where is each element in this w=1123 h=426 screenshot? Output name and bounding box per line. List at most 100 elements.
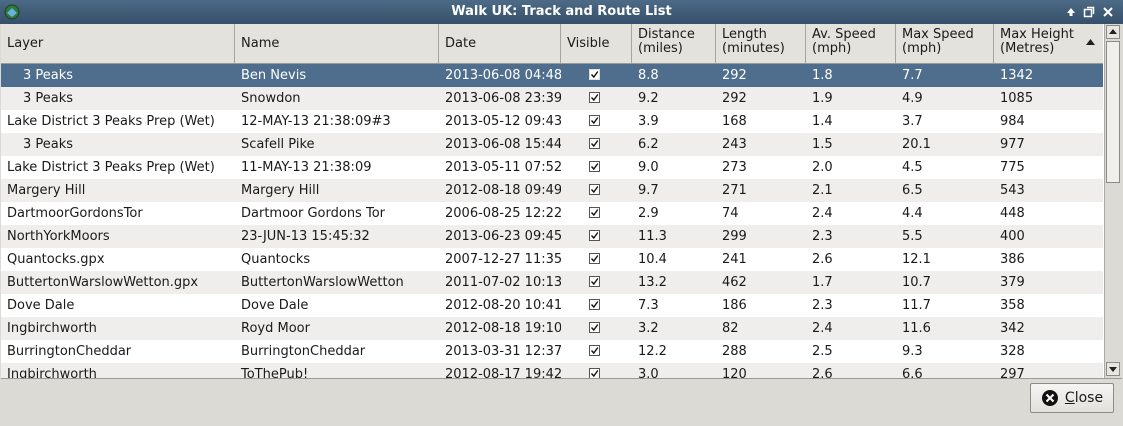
maximize-button[interactable] (1062, 3, 1080, 21)
cell-maxheight: 1085 (1000, 91, 1034, 106)
table-row[interactable]: Lake District 3 Peaks Prep (Wet) 12-MAY-1… (1, 110, 1103, 133)
close-button[interactable]: Close (1030, 383, 1114, 413)
app-icon[interactable] (4, 4, 20, 20)
window-close-button[interactable] (1099, 3, 1117, 21)
vertical-scrollbar[interactable] (1104, 24, 1122, 378)
table-row[interactable]: Ingbirchworth Royd Moor 2012-08-18 19:10 3.… (1, 317, 1103, 340)
cell-date: 2012-08-18 19:10 (445, 321, 561, 336)
cell-visible[interactable] (561, 156, 632, 179)
cell-maxspeed: 7.7 (902, 68, 923, 83)
cell-length: 243 (722, 137, 747, 152)
cell-visible[interactable] (561, 64, 632, 87)
checkmark-icon (590, 370, 599, 378)
visible-checkbox[interactable] (589, 115, 600, 126)
table-row[interactable]: Quantocks.gpx Quantocks 2007-12-27 11:35 10… (1, 248, 1103, 271)
checkmark-icon (590, 209, 599, 217)
table-row[interactable]: 3 Peaks Scafell Pike 2013-06-08 15:44 6.2 24… (1, 133, 1103, 156)
cell-visible[interactable] (561, 271, 632, 294)
cell-visible[interactable] (561, 225, 632, 248)
cell-visible[interactable] (561, 248, 632, 271)
visible-checkbox[interactable] (589, 184, 600, 195)
cell-visible[interactable] (561, 110, 632, 133)
cell-maxheight: 543 (1000, 183, 1025, 198)
title-bar[interactable]: Walk UK: Track and Route List (0, 0, 1123, 24)
table-header: Layer Name Date Visible Distance (miles)… (1, 24, 1103, 64)
column-header-date[interactable]: Date (439, 24, 561, 63)
visible-checkbox[interactable] (589, 368, 600, 378)
sort-ascending-icon (1086, 39, 1095, 45)
visible-checkbox[interactable] (589, 253, 600, 264)
cell-visible[interactable] (561, 87, 632, 110)
cell-maxspeed: 4.5 (902, 160, 923, 175)
cell-visible[interactable] (561, 317, 632, 340)
table-row[interactable]: 3 Peaks Snowdon 2013-06-08 23:39 9.2 292 1.9 4… (1, 87, 1103, 110)
table-row[interactable]: BurringtonCheddar BurringtonCheddar 2013-0… (1, 340, 1103, 363)
scroll-down-button[interactable] (1106, 362, 1120, 376)
visible-checkbox[interactable] (589, 92, 600, 103)
visible-checkbox[interactable] (589, 345, 600, 356)
column-header-layer[interactable]: Layer (1, 24, 235, 63)
visible-checkbox[interactable] (589, 161, 600, 172)
checkmark-icon (590, 94, 599, 102)
close-circle-icon (1041, 390, 1058, 406)
table-row[interactable]: Ingbirchworth ToThePub! 2012-08-17 19:42 3.… (1, 363, 1103, 378)
cell-date: 2012-08-17 19:42 (445, 367, 561, 378)
checkmark-icon (590, 278, 599, 286)
column-header-max-speed[interactable]: Max Speed (mph) (896, 24, 994, 63)
column-header-av-speed[interactable]: Av. Speed (mph) (806, 24, 896, 63)
column-header-max-height[interactable]: Max Height (Metres) (994, 24, 1103, 63)
cell-maxheight: 448 (1000, 206, 1025, 221)
cell-visible[interactable] (561, 363, 632, 378)
scrollbar-thumb[interactable] (1106, 41, 1120, 183)
cell-distance: 12.2 (638, 344, 667, 359)
table-row[interactable]: DartmoorGordonsTor Dartmoor Gordons Tor 20… (1, 202, 1103, 225)
cell-layer: Ingbirchworth (7, 367, 97, 378)
cell-avspeed: 2.6 (812, 367, 833, 378)
cell-layer: BurringtonCheddar (7, 344, 132, 359)
table-row[interactable]: Margery Hill Margery Hill 2012-08-18 09:49… (1, 179, 1103, 202)
table-row[interactable]: ButtertonWarslowWetton.gpx ButtertonWarsl… (1, 271, 1103, 294)
visible-checkbox[interactable] (589, 207, 600, 218)
column-header-visible[interactable]: Visible (561, 24, 632, 63)
cell-maxspeed: 9.3 (902, 344, 923, 359)
column-header-length[interactable]: Length (minutes) (716, 24, 806, 63)
visible-checkbox[interactable] (589, 69, 600, 80)
cell-maxheight: 342 (1000, 321, 1025, 336)
column-header-name[interactable]: Name (235, 24, 439, 63)
cell-name: Snowdon (241, 91, 301, 106)
track-table: Layer Name Date Visible Distance (miles)… (1, 24, 1122, 379)
cell-length: 462 (722, 275, 747, 290)
cell-maxspeed: 6.6 (902, 367, 923, 378)
cell-maxheight: 328 (1000, 344, 1025, 359)
cell-avspeed: 2.6 (812, 252, 833, 267)
cell-name: Quantocks (241, 252, 311, 267)
cell-visible[interactable] (561, 179, 632, 202)
cell-visible[interactable] (561, 294, 632, 317)
cell-date: 2013-06-08 15:44 (445, 137, 561, 152)
cell-layer: Lake District 3 Peaks Prep (Wet) (7, 160, 215, 175)
cell-maxspeed: 12.1 (902, 252, 931, 267)
cell-visible[interactable] (561, 202, 632, 225)
visible-checkbox[interactable] (589, 299, 600, 310)
table-row[interactable]: 3 Peaks Ben Nevis 2013-06-08 04:48 8.8 292 1.… (1, 64, 1103, 87)
restore-icon (1083, 6, 1095, 18)
cell-maxheight: 977 (1000, 137, 1025, 152)
visible-checkbox[interactable] (589, 230, 600, 241)
cell-maxheight: 775 (1000, 160, 1025, 175)
table-row[interactable]: Dove Dale Dove Dale 2012-08-20 10:41 7.3 186… (1, 294, 1103, 317)
cell-visible[interactable] (561, 133, 632, 156)
table-row[interactable]: NorthYorkMoors 23-JUN-13 15:45:32 2013-06-… (1, 225, 1103, 248)
column-header-distance[interactable]: Distance (miles) (632, 24, 716, 63)
scroll-up-button[interactable] (1106, 25, 1120, 39)
cell-name: 23-JUN-13 15:45:32 (241, 229, 370, 244)
visible-checkbox[interactable] (589, 322, 600, 333)
visible-checkbox[interactable] (589, 276, 600, 287)
checkmark-icon (590, 140, 599, 148)
visible-checkbox[interactable] (589, 138, 600, 149)
table-row[interactable]: Lake District 3 Peaks Prep (Wet) 11-MAY-1… (1, 156, 1103, 179)
cell-length: 271 (722, 183, 747, 198)
cell-layer: 3 Peaks (23, 137, 74, 152)
cell-visible[interactable] (561, 340, 632, 363)
checkmark-icon (590, 255, 599, 263)
restore-button[interactable] (1080, 3, 1098, 21)
